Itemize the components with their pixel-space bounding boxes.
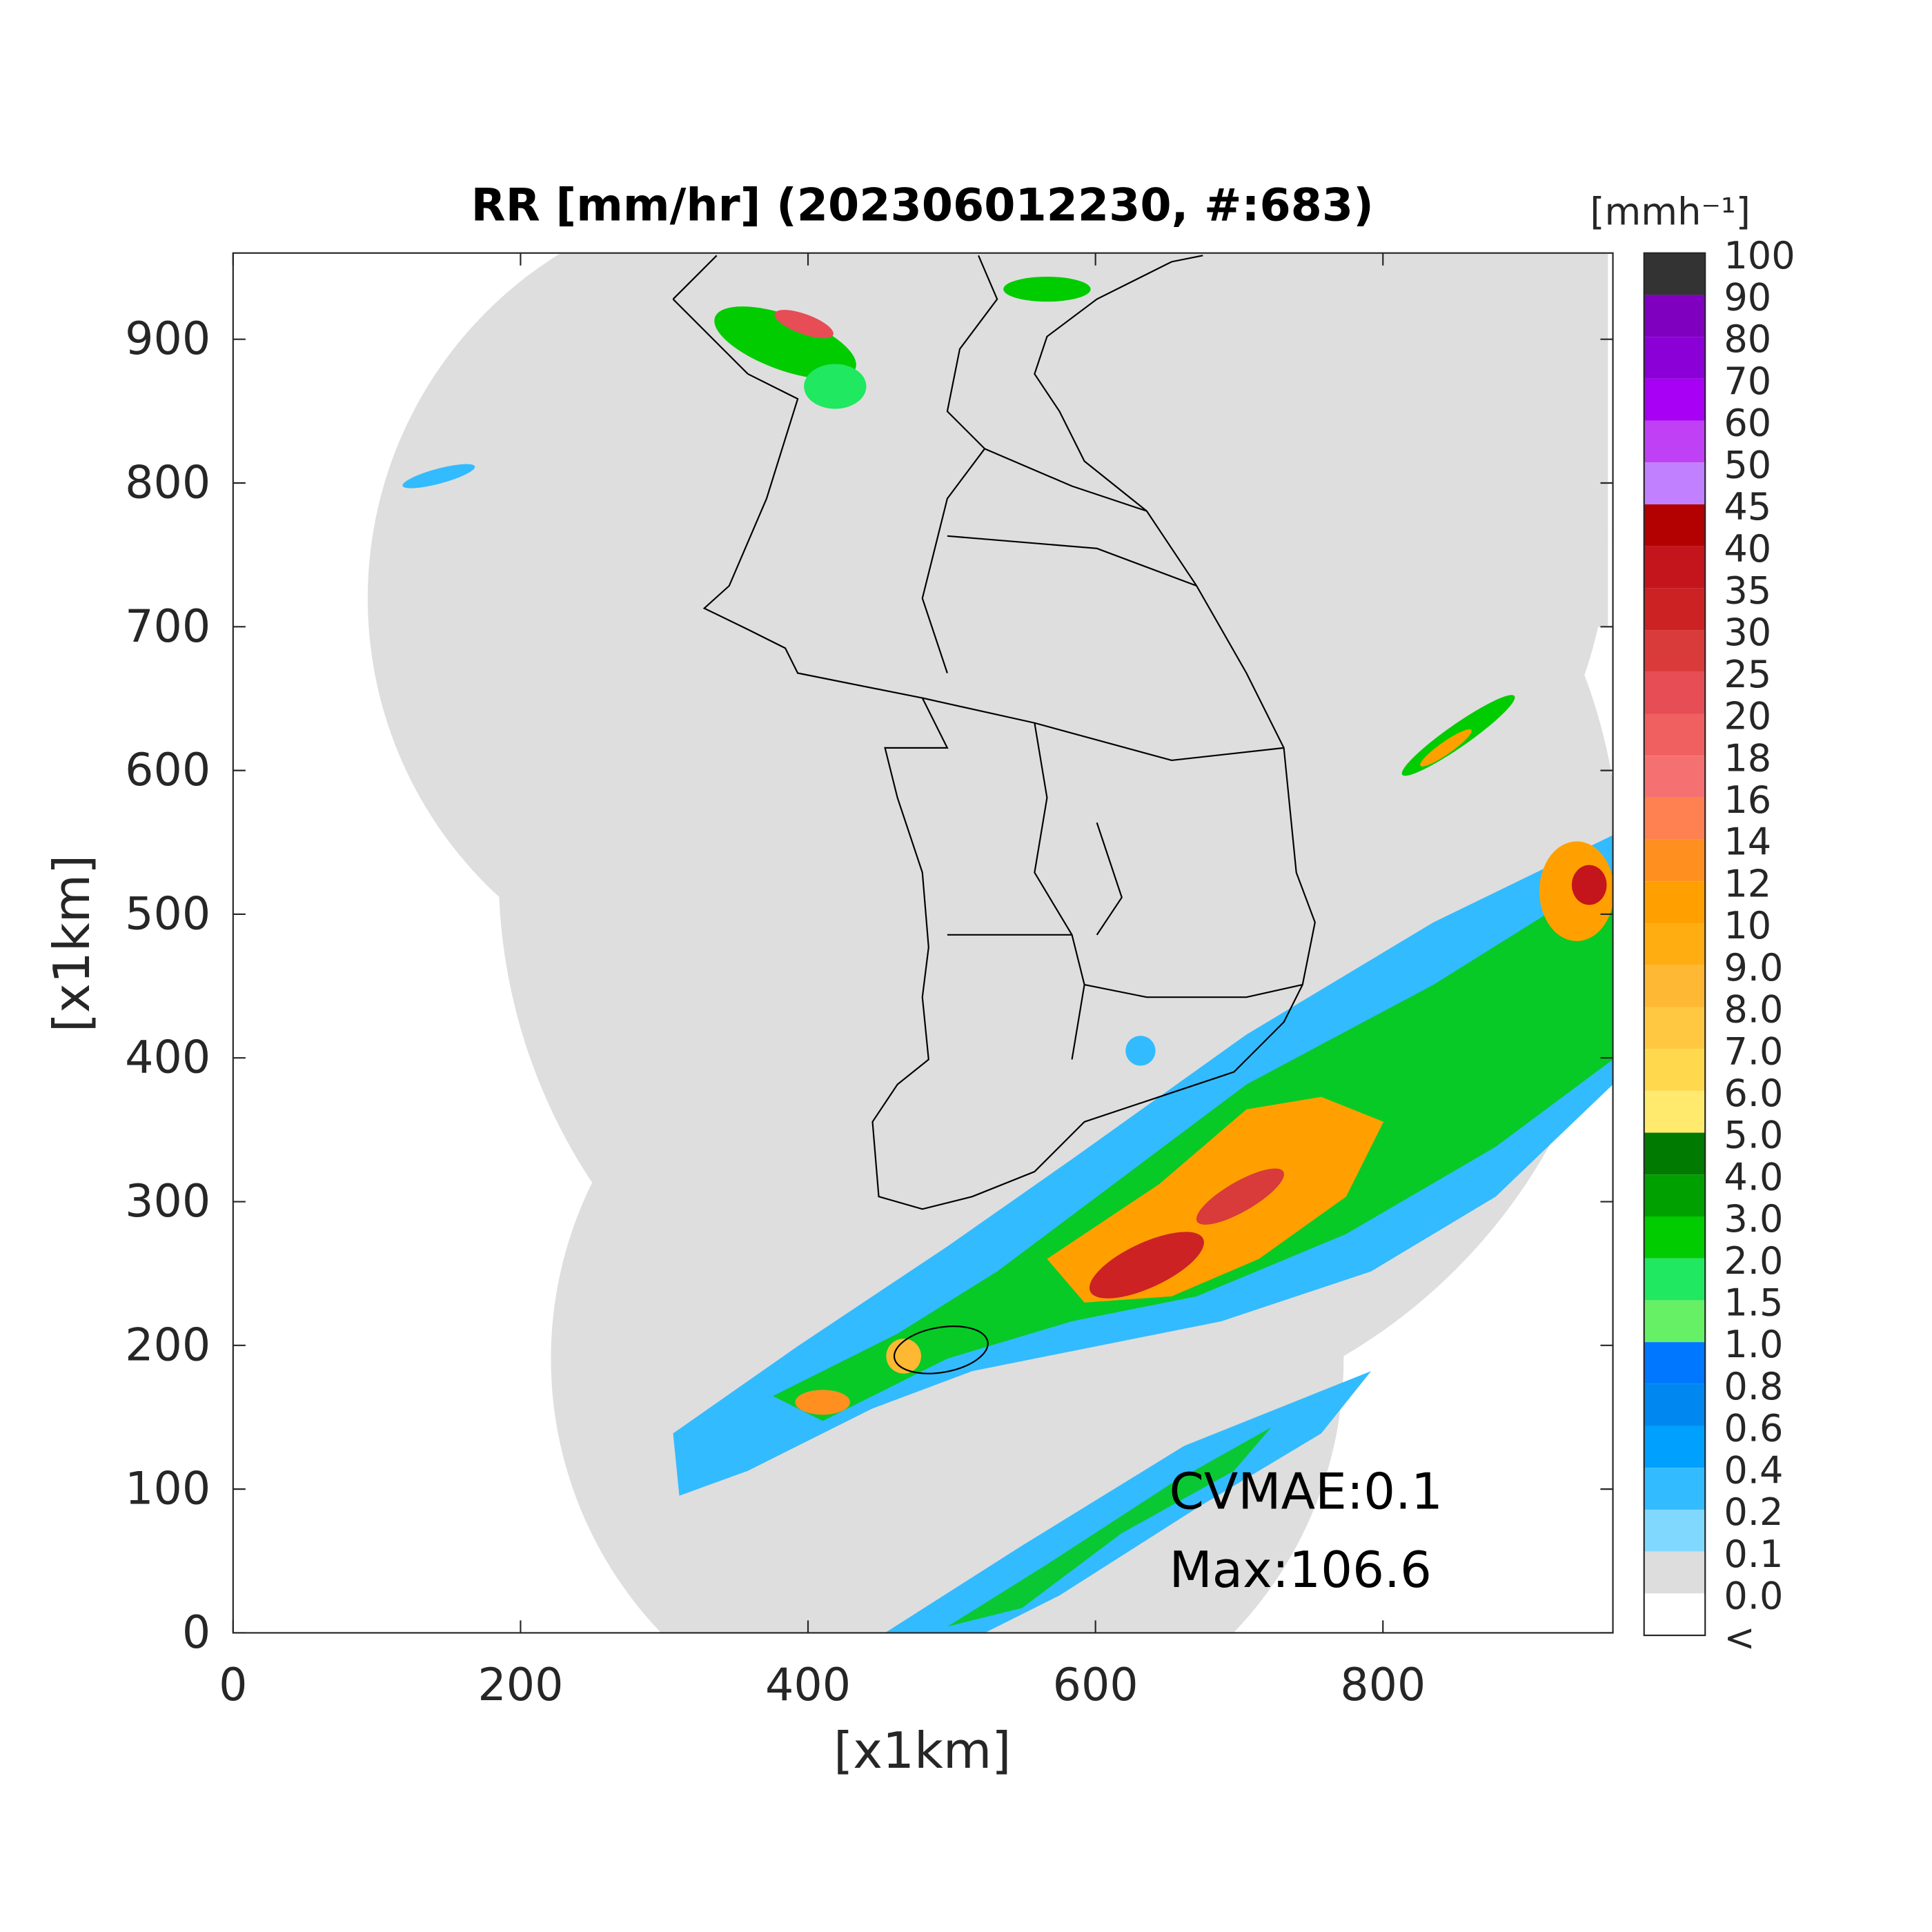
x-tick-label: 400	[765, 1659, 851, 1711]
colorbar-segment	[1644, 1593, 1706, 1636]
colorbar-segment	[1644, 881, 1706, 924]
y-tick-label: 300	[125, 1176, 210, 1228]
x-tick-label: 200	[477, 1659, 563, 1711]
colorbar-label: 5.0	[1724, 1114, 1783, 1157]
colorbar-label: 0.6	[1724, 1407, 1783, 1450]
colorbar-label: 8.0	[1724, 988, 1783, 1032]
colorbar-label: <	[1724, 1616, 1755, 1659]
x-tick-label: 0	[219, 1659, 247, 1711]
coastline	[672, 255, 1316, 1374]
chart-title: RR [mm/hr] (202306012230, #:683)	[471, 180, 1374, 232]
colorbar-label: 35	[1724, 569, 1771, 612]
colorbar-segment	[1644, 671, 1706, 714]
plot-frame	[232, 252, 1614, 1634]
colorbar-label: 2.0	[1724, 1239, 1783, 1283]
colorbar-segment	[1644, 588, 1706, 631]
colorbar-segment	[1644, 504, 1706, 546]
colorbar-label: 0.2	[1724, 1490, 1783, 1534]
y-tick-label: 100	[125, 1463, 210, 1515]
colorbar-segment	[1644, 797, 1706, 840]
colorbar-unit: [mmh⁻¹]	[1590, 190, 1751, 234]
dynamic-layer: 0 200 400 600 800 0 100 200 300 400 500 600 700 800 90…	[125, 234, 1795, 1711]
colorbar-segment	[1644, 756, 1706, 798]
colorbar-label: 7.0	[1724, 1029, 1783, 1073]
colorbar-label: 3.0	[1724, 1197, 1783, 1241]
x-tick-label: 800	[1340, 1659, 1426, 1711]
annotation: CVMAE:0.1	[1169, 1463, 1443, 1521]
colorbar-segment	[1644, 378, 1706, 421]
colorbar-segment	[1644, 713, 1706, 756]
y-tick-label: 900	[125, 313, 210, 365]
colorbar-label: 80	[1724, 317, 1771, 361]
colorbar-label: 25	[1724, 653, 1771, 696]
colorbar-segment	[1644, 253, 1706, 295]
colorbar-segment	[1644, 1216, 1706, 1259]
radar-map	[368, 253, 1613, 1633]
colorbar-segment	[1644, 1049, 1706, 1091]
colorbar-label: 4.0	[1724, 1155, 1783, 1199]
colorbar-label: 1.5	[1724, 1281, 1783, 1325]
colorbar-segment	[1644, 1174, 1706, 1216]
colorbar-segment	[1644, 420, 1706, 463]
colorbar-segment	[1644, 1090, 1706, 1133]
colorbar-label: 0.0	[1724, 1574, 1783, 1617]
colorbar-label: 70	[1724, 359, 1771, 403]
colorbar-label: 18	[1724, 736, 1771, 780]
colorbar-segment	[1644, 965, 1706, 1007]
colorbar-label: 16	[1724, 778, 1771, 822]
colorbar-segment	[1644, 295, 1706, 337]
colorbar-segment	[1644, 1342, 1706, 1384]
annotation: Max:106.6	[1169, 1541, 1432, 1599]
colorbar-label: 100	[1724, 234, 1795, 277]
colorbar-segment	[1644, 462, 1706, 504]
colorbar-segment	[1644, 1300, 1706, 1343]
colorbar-label: 1.0	[1724, 1323, 1783, 1366]
colorbar-segment	[1644, 923, 1706, 965]
y-tick-label: 500	[125, 888, 210, 940]
colorbar-label: 30	[1724, 611, 1771, 654]
colorbar-segment	[1644, 546, 1706, 589]
colorbar-label: 0.4	[1724, 1448, 1783, 1492]
colorbar-label: 45	[1724, 485, 1771, 529]
radar-coverage	[368, 253, 1613, 1633]
colorbar-label: 12	[1724, 862, 1771, 905]
colorbar-segment	[1644, 1551, 1706, 1594]
y-axis-label: [x1km]	[43, 855, 101, 1032]
colorbar-label: 14	[1724, 820, 1771, 864]
colorbar-segment	[1644, 1007, 1706, 1049]
colorbar-label: 60	[1724, 402, 1771, 445]
colorbar-label: 10	[1724, 904, 1771, 947]
colorbar-label: 40	[1724, 527, 1771, 571]
colorbar-segment	[1644, 1383, 1706, 1426]
y-tick-label: 400	[125, 1032, 210, 1084]
colorbar-segment	[1644, 1509, 1706, 1552]
colorbar-label: 6.0	[1724, 1072, 1783, 1115]
colorbar-segment	[1644, 839, 1706, 882]
colorbar-label: 9.0	[1724, 946, 1783, 989]
colorbar-label: 50	[1724, 443, 1771, 486]
colorbar-segment	[1644, 630, 1706, 672]
colorbar-label: 90	[1724, 276, 1771, 319]
y-tick-label: 200	[125, 1319, 210, 1371]
y-tick-label: 700	[125, 601, 210, 653]
precipitation	[402, 277, 1613, 1633]
colorbar-label: 20	[1724, 695, 1771, 738]
y-tick-label: 0	[182, 1607, 210, 1659]
x-tick-label: 600	[1053, 1659, 1138, 1711]
y-tick-label: 800	[125, 457, 210, 509]
colorbar-segment	[1644, 1258, 1706, 1301]
colorbar-label: 0.1	[1724, 1532, 1783, 1576]
colorbar-segment	[1644, 1132, 1706, 1175]
colorbar-segment	[1644, 1468, 1706, 1510]
x-axis-label: [x1km]	[834, 1722, 1011, 1780]
colorbar-frame	[1643, 252, 1706, 1637]
y-tick-label: 600	[125, 745, 210, 796]
colorbar-segment	[1644, 337, 1706, 379]
colorbar-segment	[1644, 1426, 1706, 1468]
colorbar-label: 0.8	[1724, 1365, 1783, 1408]
